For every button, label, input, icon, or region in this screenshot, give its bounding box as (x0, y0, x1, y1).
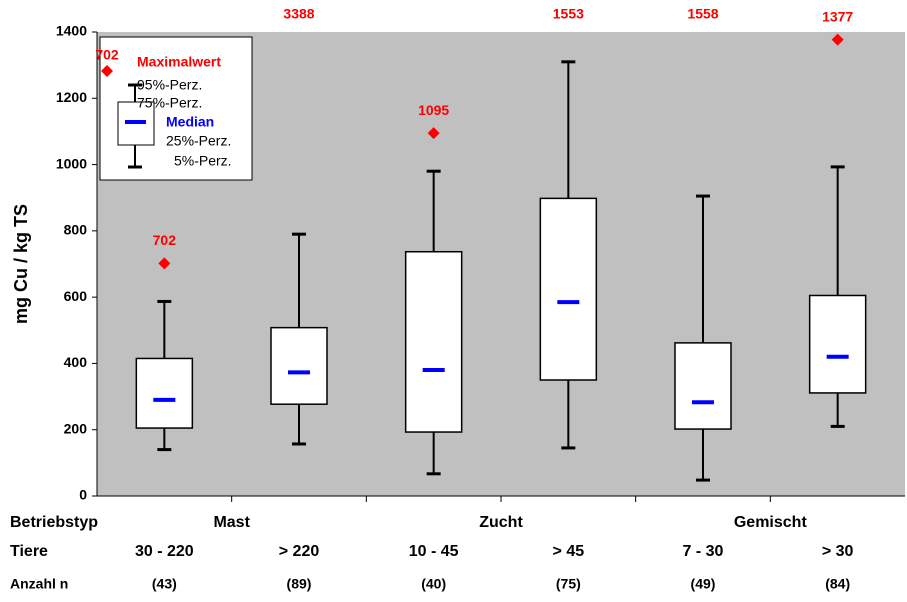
group-label: Gemischt (734, 514, 808, 531)
legend-p5: 5%-Perz. (174, 153, 232, 169)
max-label: 1377 (822, 8, 853, 24)
max-marker (158, 257, 171, 270)
count-label: (75) (556, 576, 581, 592)
box (404, 250, 463, 433)
y-tick-label: 1000 (56, 155, 87, 171)
box (674, 342, 732, 430)
group-label: Zucht (479, 514, 523, 531)
count-label: (40) (421, 576, 446, 592)
max-label: 702 (153, 232, 177, 248)
legend-max-marker (101, 65, 113, 77)
y-tick-label: 800 (64, 222, 88, 238)
category-label: > 30 (822, 543, 854, 560)
max-marker (831, 33, 844, 46)
category-label: 7 - 30 (683, 543, 724, 560)
row-label: Tiere (10, 543, 48, 560)
y-axis-label: mg Cu / kg TS (11, 204, 31, 324)
y-tick-label: 1400 (56, 23, 87, 39)
max-marker (427, 127, 440, 140)
legend-p75: 75%-Perz. (137, 95, 202, 111)
max-label: 1553 (553, 6, 584, 22)
category-label: > 220 (279, 543, 320, 560)
legend-p95: 95%-Perz. (137, 77, 202, 93)
max-label: 1095 (418, 102, 449, 118)
category-label: > 45 (553, 543, 585, 560)
y-tick-label: 200 (64, 420, 88, 436)
box (135, 357, 194, 429)
legend-p25: 25%-Perz. (166, 133, 231, 149)
count-label: (49) (691, 576, 716, 592)
count-label: (89) (287, 576, 312, 592)
category-label: 30 - 220 (135, 543, 194, 560)
group-label: Mast (213, 514, 250, 531)
box (808, 294, 867, 394)
y-tick-label: 600 (64, 288, 88, 304)
y-tick-label: 0 (79, 487, 87, 503)
row-label: Betriebstyp (10, 514, 98, 531)
box (270, 326, 328, 405)
y-tick-label: 1200 (56, 89, 87, 105)
count-label: (43) (152, 576, 177, 592)
legend-median-label: Median (166, 114, 214, 130)
count-label: (84) (825, 576, 850, 592)
category-label: 10 - 45 (409, 543, 459, 560)
legend-sample: 702 (95, 47, 119, 63)
row-label: Anzahl n (10, 576, 68, 592)
legend-max: Maximalwert (137, 54, 221, 70)
y-tick-label: 400 (64, 354, 88, 370)
box (539, 197, 598, 381)
max-label: 3388 (283, 6, 314, 22)
max-label: 1558 (687, 6, 718, 22)
